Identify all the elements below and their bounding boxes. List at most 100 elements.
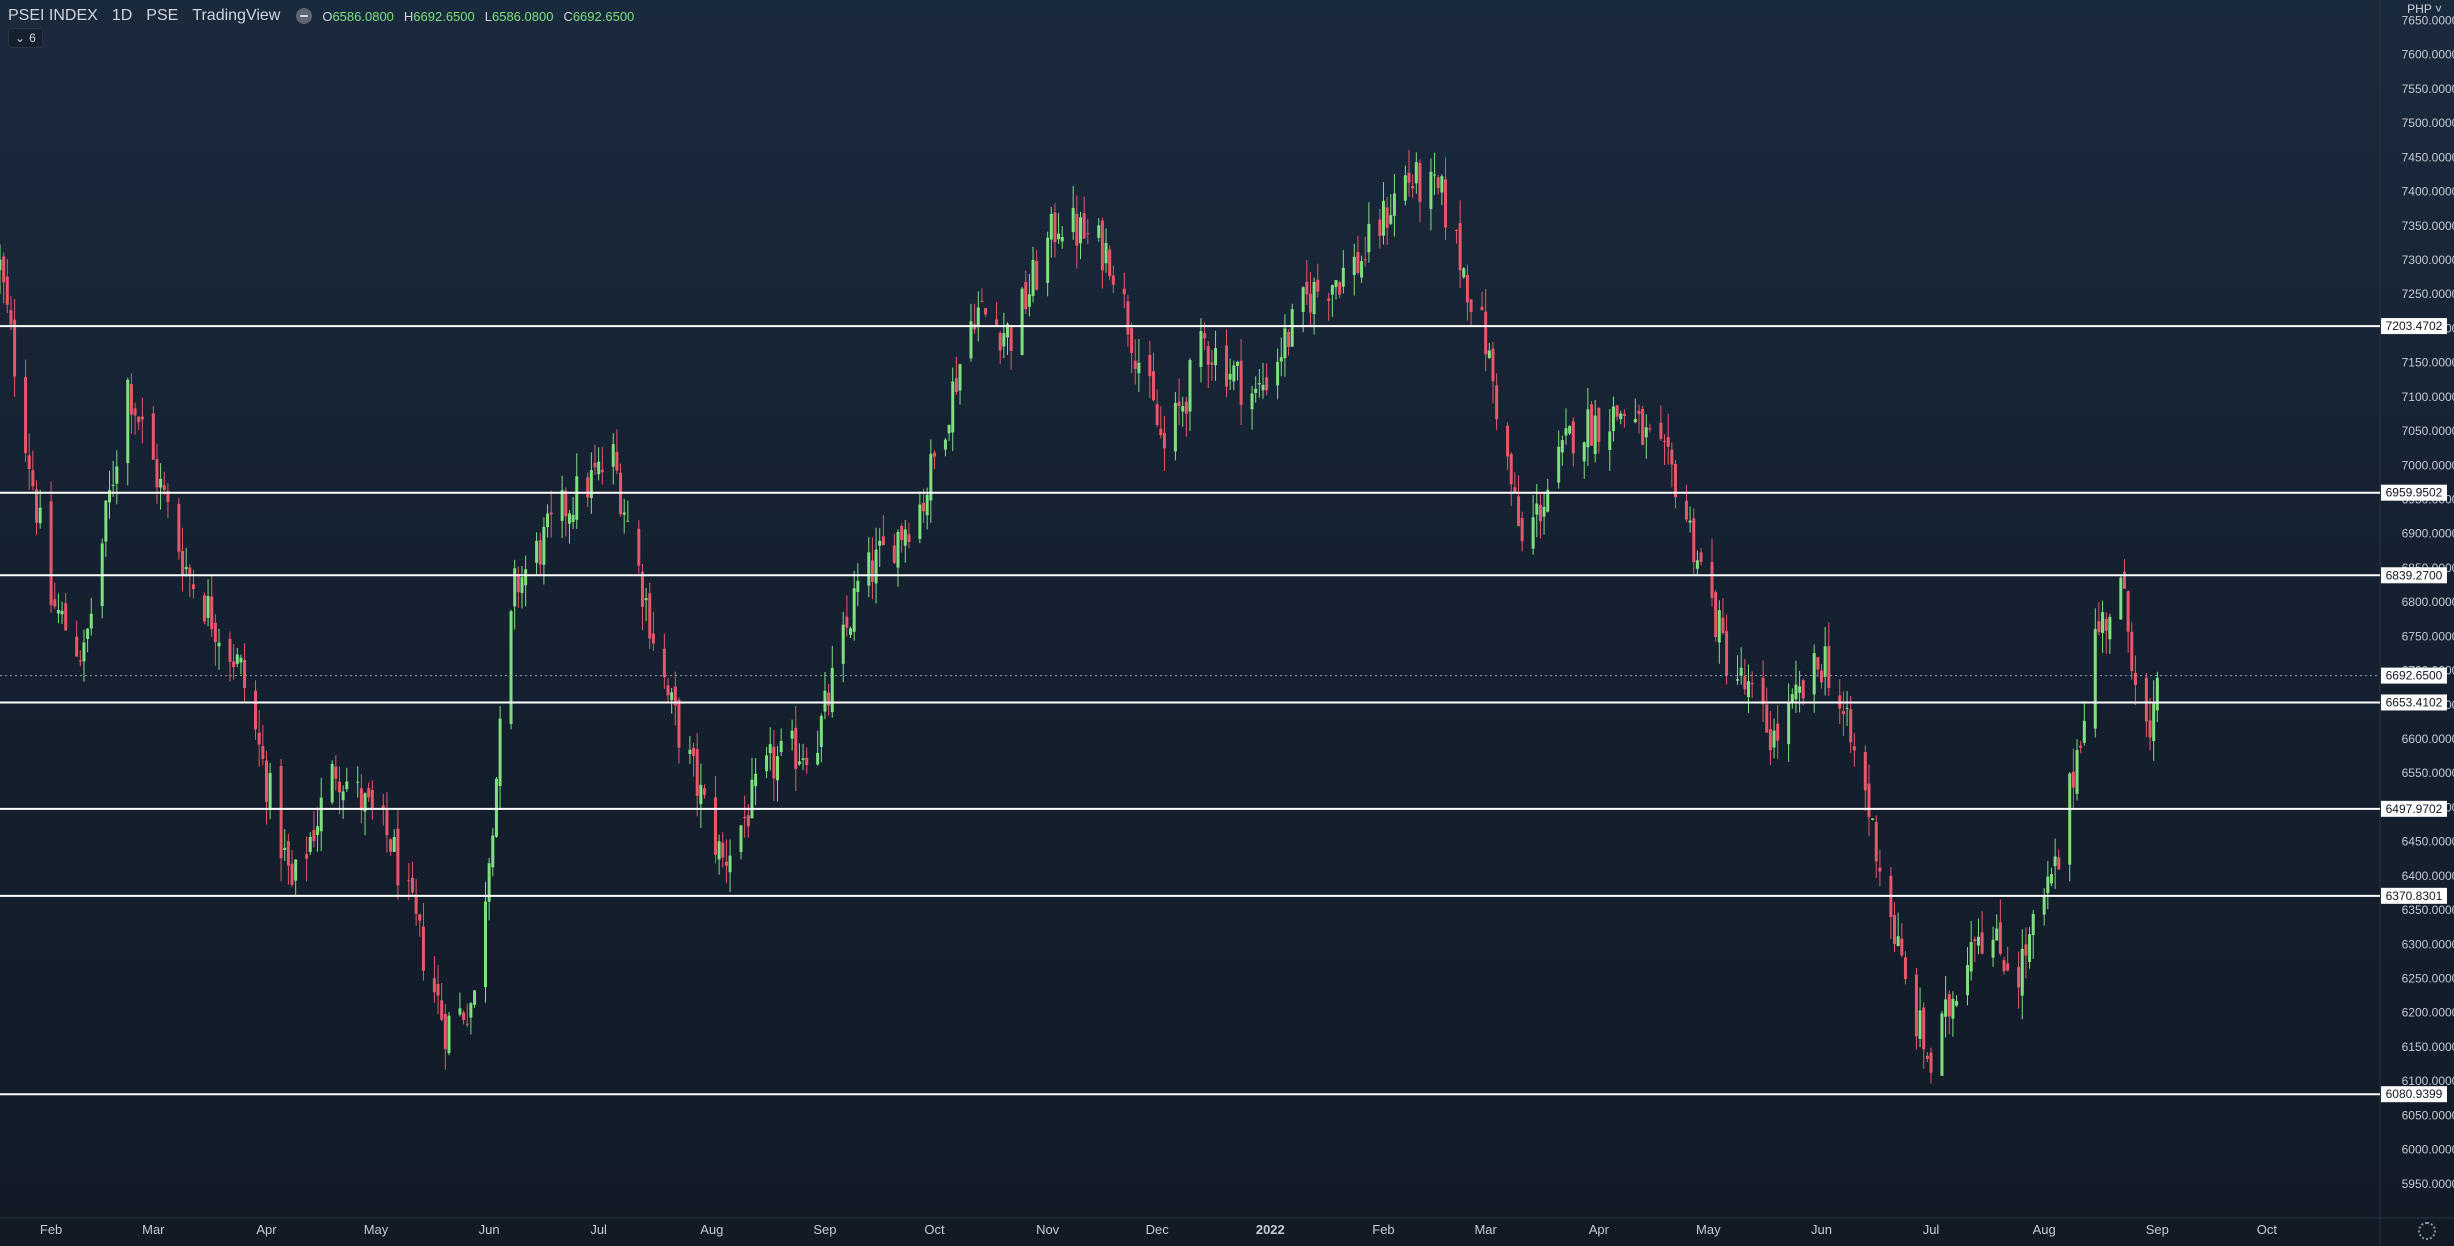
x-tick-label: Oct [2257,1222,2278,1237]
candle-body [283,847,287,850]
candle-body [1334,280,1338,287]
candle-body [1484,311,1488,355]
candle-body [1750,683,1754,685]
low-key: L [484,8,492,24]
candle-body [1929,1052,1933,1073]
candle-body [980,300,984,302]
x-tick-label: May [1696,1222,1721,1237]
candle-body [2049,874,2053,884]
candle-body [670,692,674,701]
candle-body [2071,771,2075,788]
hline-price-label: 6370.8301 [2386,889,2443,903]
candle-body [2,256,6,283]
indicators-collapse-button[interactable]: ⌄ 6 [8,28,43,48]
candle-body [385,808,389,836]
candle-body [440,1000,444,1020]
candle-body [637,528,641,566]
candle-body [1608,431,1612,451]
y-tick-label: 6800.0000 [2402,595,2454,609]
candle-body [1356,251,1360,273]
candle-body [162,485,166,490]
candle-body [1078,217,1082,244]
candle-body [1714,592,1718,637]
candle-body [1914,974,1918,1037]
hline-price-tag [2381,567,2447,584]
currency-chevron-icon: ˅ [2434,2,2442,16]
y-tick-label: 5950.0000 [2402,1177,2454,1191]
candle-body [1659,422,1663,439]
candle-body [1688,520,1692,523]
candle-body [1429,171,1433,209]
candle-body [1893,915,1897,945]
candle-body [2104,618,2108,631]
candle-body [1721,617,1725,634]
y-tick-label: 7000.0000 [2402,458,2454,472]
candle-body [188,567,192,576]
candle-body [1546,489,1550,512]
candle-body [1020,288,1024,355]
candle-body [1327,298,1331,301]
candle-body [856,580,860,593]
candle-body [184,567,188,570]
candle-body [925,494,929,516]
y-tick-label: 6350.0000 [2402,903,2454,917]
candle-body [597,461,601,475]
candle-body [2075,750,2079,794]
candle-body [1403,175,1407,201]
candle-body [1341,267,1345,287]
candle-body [104,500,108,542]
candle-body [1086,233,1090,235]
candle-body [129,384,133,415]
candle-body [703,788,707,795]
candle-body [1798,686,1802,693]
minimize-icon[interactable] [296,8,313,24]
y-tick-label: 7550.0000 [2402,82,2454,96]
candle-body [546,513,550,528]
symbol-name[interactable]: PSEI INDEX [8,7,98,24]
candle-body [943,439,947,450]
candle-body [2126,591,2130,632]
candle-body [1100,220,1104,271]
candle-body [243,659,247,688]
candle-body [1991,939,1995,958]
hline-price-tag [2381,318,2447,335]
candle-body [772,746,776,779]
x-tick-label: Apr [256,1222,277,1237]
candle-body [1582,442,1586,462]
candle-body [1849,709,1853,743]
x-tick-label: Jul [1923,1222,1940,1237]
candle-body [1922,1007,1926,1050]
candle-body [86,628,90,639]
candle-body [1009,327,1013,351]
candle-body [721,842,725,858]
candle-body [1739,667,1743,676]
candle-body [436,983,440,996]
candle-body [520,577,524,593]
candle-body [932,452,936,457]
candle-body [692,747,696,756]
candle-body [750,779,754,819]
candle-body [31,470,35,487]
x-tick-label: Jul [590,1222,607,1237]
currency-selector[interactable]: PHP ˅ [2407,2,2442,16]
candle-body [1265,377,1269,391]
candle-body [907,534,911,542]
candle-body [903,529,907,546]
candle-body [1776,723,1780,741]
timeframe-label[interactable]: 1D [111,7,133,24]
candle-body [1385,207,1389,228]
close-value: 6692.6500 [572,8,635,24]
candle-body [1075,213,1079,246]
y-tick-label: 6200.0000 [2402,1006,2454,1020]
settings-icon[interactable] [2418,1222,2436,1240]
candle-body [1812,653,1816,695]
y-tick-label: 6250.0000 [2402,972,2454,986]
candle-body [1082,213,1086,239]
candle-body [1130,327,1134,353]
candle-body [1283,328,1287,359]
candle-body [1765,704,1769,733]
candle-body [995,319,999,326]
candle-body [958,364,962,391]
